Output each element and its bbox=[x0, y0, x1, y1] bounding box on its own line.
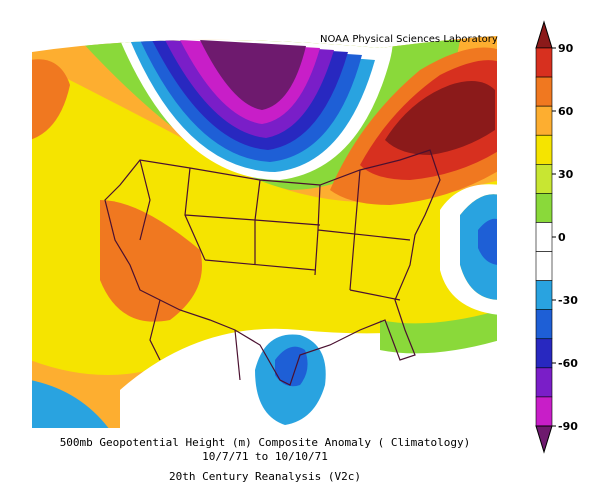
colorbar-tick-label: -30 bbox=[558, 294, 578, 307]
colorbar-tick-label: 60 bbox=[558, 105, 574, 118]
colorbar-segment bbox=[535, 76, 553, 107]
colorbar-segment bbox=[535, 280, 553, 310]
colorbar-segment bbox=[535, 222, 553, 252]
caption-source: 20th Century Reanalysis (V2c) bbox=[168, 470, 362, 483]
colorbar-segment bbox=[535, 164, 553, 194]
colorbar-segment bbox=[535, 396, 553, 427]
colorbar-top-arrow bbox=[535, 20, 553, 49]
colorbar-tick-label: 30 bbox=[558, 168, 574, 181]
colorbar-segment bbox=[535, 193, 553, 223]
colorbar-segment bbox=[535, 134, 553, 165]
political-boundaries bbox=[104, 149, 441, 386]
colorbar: 90 60 30 0 -30 -60 -90 bbox=[535, 20, 578, 454]
colorbar-tick-label: -60 bbox=[558, 357, 578, 370]
colorbar-segment bbox=[535, 47, 553, 78]
colorbar-segment bbox=[535, 251, 553, 281]
colorbar-segment bbox=[535, 105, 553, 136]
credit-label: NOAA Physical Sciences Laboratory bbox=[320, 34, 498, 45]
caption-title: 500mb Geopotential Height (m) Composite … bbox=[59, 436, 471, 449]
colorbar-segment bbox=[535, 338, 553, 369]
colorbar-tick-label: -90 bbox=[558, 420, 578, 433]
colorbar-segment bbox=[535, 309, 553, 340]
colorbar-segments bbox=[535, 20, 553, 454]
colorbar-tick-label: 0 bbox=[558, 231, 566, 244]
caption-dates: 10/7/71 to 10/10/71 bbox=[202, 450, 328, 463]
colorbar-segment bbox=[535, 367, 553, 398]
colorbar-tick-label: 90 bbox=[558, 42, 574, 55]
colorbar-bottom-arrow bbox=[535, 425, 553, 454]
colorbar-ticks: 90 60 30 0 -30 -60 -90 bbox=[552, 42, 578, 433]
